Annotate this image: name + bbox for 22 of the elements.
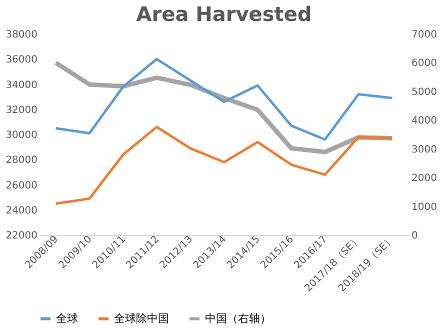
y2-tick-label: 1000 [412,202,437,213]
y2-tick-label: 0 [412,230,418,242]
y2-tick-label: 7000 [412,30,437,40]
y-tick-label: 24000 [6,205,38,216]
y-tick-label: 26000 [6,180,38,192]
line-series [54,58,394,141]
line-series [54,126,394,205]
legend-label: 全球 [56,312,78,325]
legend-label: 全球除中国 [114,312,169,325]
y2-tick-label: 2000 [412,173,437,184]
y-tick-label: 38000 [6,30,38,40]
y2-tick-label: 3000 [412,144,437,156]
y2-tick-label: 4000 [412,116,437,127]
y-tick-label: 34000 [6,80,38,91]
chart-title: Area Harvested [136,2,312,26]
y-tick-label: 30000 [6,130,38,141]
y-tick-label: 32000 [6,104,38,116]
y-tick-label: 28000 [6,155,38,166]
legend-label: 中国（右轴） [205,312,271,325]
y-tick-label: 36000 [6,54,38,66]
y2-tick-label: 6000 [412,58,437,70]
y2-tick-label: 5000 [412,86,437,98]
